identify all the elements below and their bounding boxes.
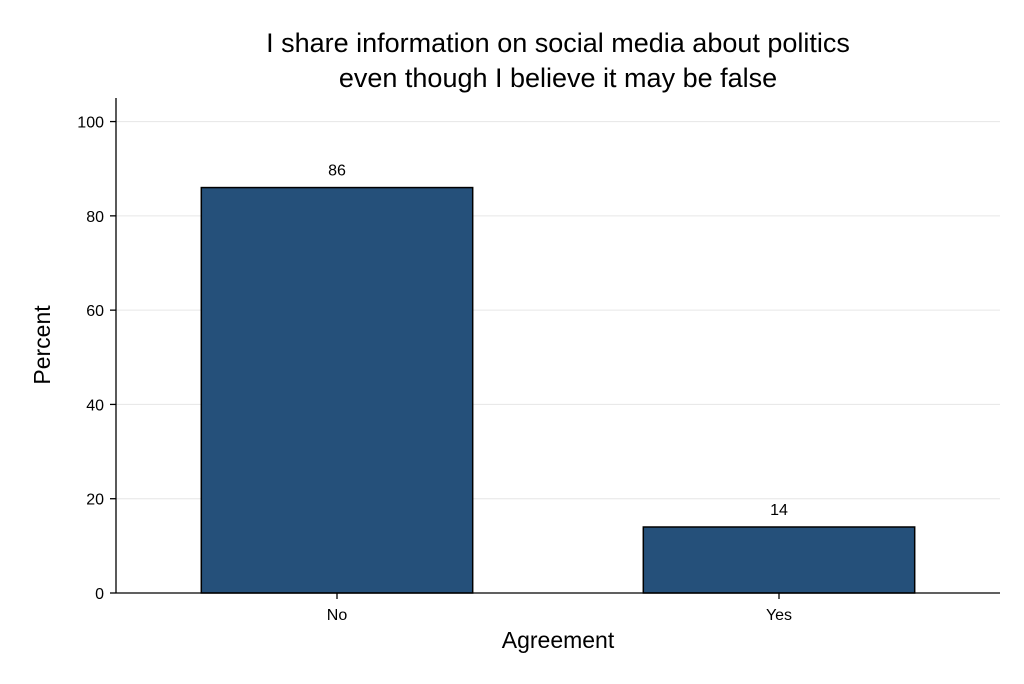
- chart-title-line-1: I share information on social media abou…: [266, 28, 850, 58]
- bar-no: [200, 186, 474, 594]
- y-tick-label: 20: [86, 492, 104, 509]
- chart-title-line-2: even though I believe it may be false: [339, 63, 777, 93]
- y-tick-label: 60: [86, 303, 104, 320]
- x-axis-label: Agreement: [502, 627, 615, 653]
- chart-title: I share information on social media abou…: [266, 28, 850, 93]
- data-labels: 86 14: [328, 163, 788, 519]
- y-tick-label: 80: [86, 209, 104, 226]
- y-tick-label: 100: [77, 115, 104, 132]
- x-tick-label: No: [327, 607, 348, 624]
- x-tick-label: Yes: [766, 607, 792, 624]
- bar-yes: [642, 526, 916, 594]
- data-label: 14: [770, 502, 788, 519]
- y-tick-label: 0: [95, 586, 104, 603]
- y-tick-label: 40: [86, 397, 104, 414]
- y-axis-label: Percent: [29, 305, 55, 385]
- bars: [200, 186, 916, 594]
- x-axis-ticks: No Yes: [327, 593, 792, 624]
- data-label: 86: [328, 163, 346, 180]
- y-axis-ticks: 0 20 40 60 80 100: [77, 115, 116, 603]
